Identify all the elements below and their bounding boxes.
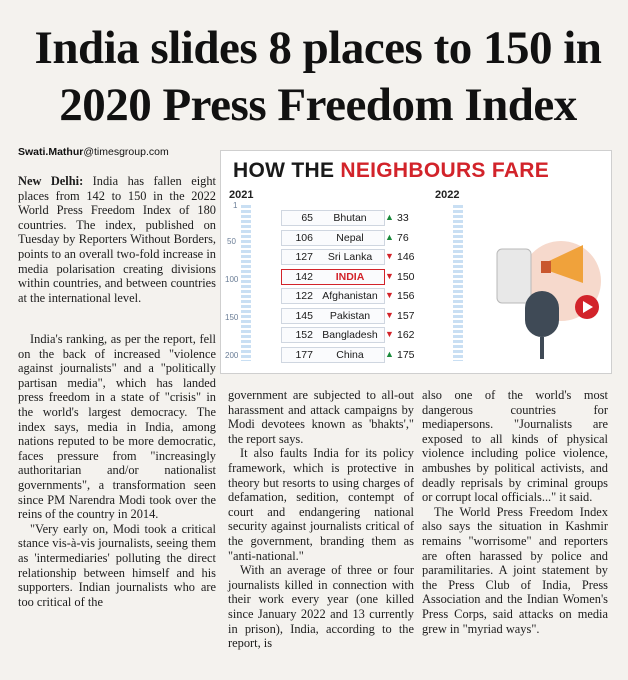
country-row: 145 Pakistan ▼ 157	[281, 307, 457, 325]
article-column-1-continued: India's ranking, as per the report, fell…	[18, 332, 216, 609]
rank-2021: 152	[295, 329, 313, 341]
country-row: 142 INDIA ▼ 150	[281, 268, 457, 286]
year-2022-label: 2022	[435, 189, 460, 201]
dateline: New Delhi:	[18, 174, 84, 188]
article-paragraph-8: The World Press Freedom Index also says …	[422, 504, 608, 636]
country-row: 122 Afghanistan ▼ 156	[281, 287, 457, 305]
row-frame	[281, 327, 385, 343]
year-2021-label: 2021	[229, 189, 254, 201]
rank-2022: 33	[397, 212, 409, 224]
arrow-up-icon: ▲	[385, 231, 394, 242]
scale-tick: 150	[225, 313, 239, 322]
country-name: Nepal	[336, 231, 364, 244]
row-frame	[281, 229, 385, 246]
rank-2021: 145	[295, 309, 313, 322]
article-column-3: also one of the world's most dangerous c…	[422, 388, 608, 636]
article-paragraph-2: India's ranking, as per the report, fell…	[18, 332, 216, 522]
country-row: 127 Sri Lanka ▼ 146	[281, 248, 457, 266]
country-row: 106 Nepal ▲ 76	[281, 229, 457, 247]
byline-email-domain: @timesgroup.com	[83, 146, 169, 158]
article-paragraph-7: also one of the world's most dangerous c…	[422, 388, 608, 505]
row-frame	[281, 268, 385, 285]
scale-tick: 100	[225, 275, 239, 284]
rank-2022: 156	[397, 290, 415, 302]
arrow-down-icon: ▼	[385, 290, 394, 300]
article-paragraph-3: "Very early on, Modi took a critical sta…	[18, 521, 216, 609]
article-column-1: New Delhi: India has fallen eight places…	[18, 174, 216, 305]
rank-2021: 65	[301, 212, 313, 224]
rank-2022: 76	[397, 231, 409, 244]
article-paragraph-5: It also faults India for its policy fram…	[228, 446, 414, 563]
row-frame	[281, 249, 385, 265]
rank-2021: 106	[295, 231, 313, 244]
country-row: 177 China ▲ 175	[281, 346, 457, 364]
scale-tick: 200	[225, 351, 239, 360]
article-paragraph-4: government are subjected to all-out hara…	[228, 388, 414, 446]
rank-2022: 146	[397, 251, 415, 263]
article-column-2: government are subjected to all-out hara…	[228, 388, 414, 651]
arrow-down-icon: ▼	[385, 329, 394, 339]
speech-bubble	[496, 248, 532, 304]
arrow-up-icon: ▲	[385, 212, 394, 222]
rank-2022: 162	[397, 329, 415, 341]
country-row: 65 Bhutan ▲ 33	[281, 209, 457, 227]
rank-2021: 177	[295, 348, 313, 361]
country-name: China	[336, 348, 364, 361]
rank-2022: 175	[397, 348, 415, 361]
country-name: Bangladesh	[322, 329, 378, 341]
country-row: 152 Bangladesh ▼ 162	[281, 326, 457, 344]
article-paragraph-6: With an average of three or four journal…	[228, 563, 414, 651]
neighbours-infographic: HOW THE NEIGHBOURS FARE 2021 2022 1 50 1…	[220, 150, 612, 374]
play-triangle	[583, 301, 593, 313]
country-name: Sri Lanka	[327, 251, 373, 263]
byline-name: Swati.Mathur	[18, 146, 84, 158]
country-name: INDIA	[335, 270, 365, 283]
megaphone-icon	[549, 245, 583, 283]
country-name: Afghanistan	[322, 290, 378, 302]
infographic-title: HOW THE NEIGHBOURS FARE	[233, 159, 549, 183]
country-name: Pakistan	[329, 309, 371, 322]
rank-2021: 122	[295, 290, 313, 302]
arrow-up-icon: ▲	[385, 348, 394, 359]
rank-2021: 127	[295, 251, 313, 263]
infographic-title-prefix: HOW THE	[233, 159, 341, 182]
scale-tick: 1	[233, 201, 238, 210]
row-frame	[281, 346, 385, 363]
country-name: Bhutan	[333, 212, 367, 224]
microphone-icon	[525, 291, 559, 337]
row-frame	[281, 288, 385, 304]
scale-tick: 50	[227, 237, 236, 246]
rank-scale-2022	[453, 205, 463, 361]
infographic-title-accent: NEIGHBOURS FARE	[340, 159, 550, 182]
article-paragraph-1: New Delhi: India has fallen eight places…	[18, 174, 216, 305]
rank-2022: 157	[397, 309, 415, 322]
megaphone-handle	[541, 261, 551, 273]
rank-2022: 150	[397, 270, 415, 283]
paragraph-1-text: India has fallen eight places from 142 t…	[18, 174, 216, 305]
rank-2021: 142	[295, 270, 313, 283]
row-frame	[281, 210, 385, 226]
arrow-down-icon: ▼	[385, 309, 394, 320]
arrow-down-icon: ▼	[385, 270, 394, 281]
arrow-down-icon: ▼	[385, 251, 394, 261]
byline: Swati.Mathur@timesgroup.com	[18, 146, 169, 158]
row-frame	[281, 307, 385, 324]
megaphone-microphone-illustration	[496, 241, 601, 359]
headline: India slides 8 places to 150 in 2020 Pre…	[34, 22, 602, 131]
rank-scale-2021	[241, 205, 251, 361]
